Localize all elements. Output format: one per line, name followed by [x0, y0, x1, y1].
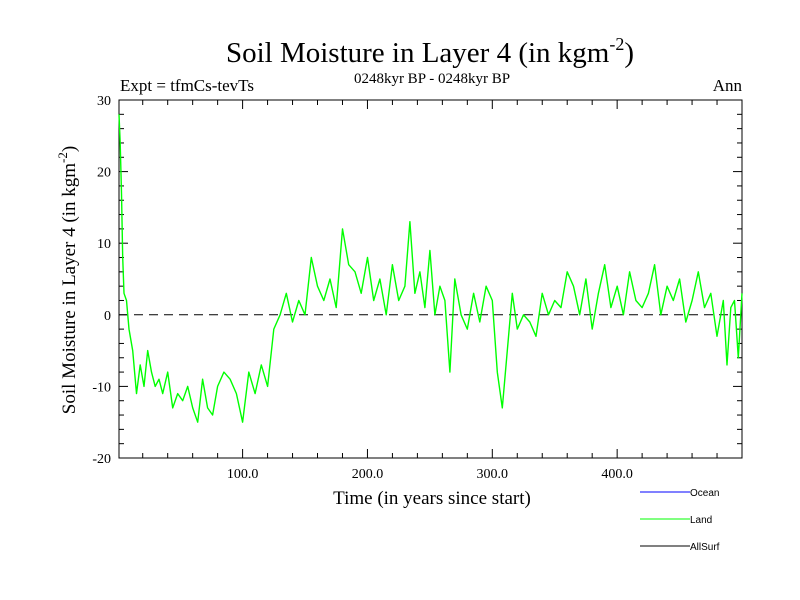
expt-label: Expt = tfmCs-tevTs — [120, 76, 254, 95]
x-tick-label: 200.0 — [352, 467, 384, 482]
x-tick-label: 100.0 — [227, 467, 259, 482]
legend-label-land: Land — [690, 515, 712, 526]
x-axis-label: Time (in years since start) — [333, 488, 531, 509]
y-axis-ticks — [119, 99, 742, 459]
y-tick-label: 10 — [97, 237, 111, 252]
y-tick-label: 0 — [104, 309, 111, 324]
series-group — [118, 114, 743, 423]
x-tick-label: 400.0 — [601, 467, 633, 482]
y-tick-label: 20 — [97, 166, 111, 181]
season-label: Ann — [713, 76, 743, 95]
y-tick-label: -10 — [92, 380, 111, 395]
y-axis-tick-labels: -20 -10 0 10 20 30 — [92, 94, 111, 467]
plot-frame — [118, 99, 743, 459]
x-tick-label: 300.0 — [477, 467, 509, 482]
chart-subtitle: 0248kyr BP - 0248kyr BP — [354, 71, 510, 87]
chart-title: Soil Moisture in Layer 4 (in kgm-2) — [226, 34, 634, 69]
series-line-land — [118, 114, 743, 423]
legend: Ocean Land AllSurf — [640, 488, 720, 553]
y-tick-label: -20 — [92, 452, 111, 467]
legend-label-ocean: Ocean — [690, 488, 719, 499]
y-axis-label: Soil Moisture in Layer 4 (in kgm-2) — [55, 146, 80, 414]
x-axis-tick-labels: 100.0 200.0 300.0 400.0 — [227, 467, 633, 482]
y-tick-label: 30 — [97, 94, 111, 109]
legend-label-allsurf: AllSurf — [690, 542, 720, 553]
x-axis-ticks — [142, 100, 718, 458]
